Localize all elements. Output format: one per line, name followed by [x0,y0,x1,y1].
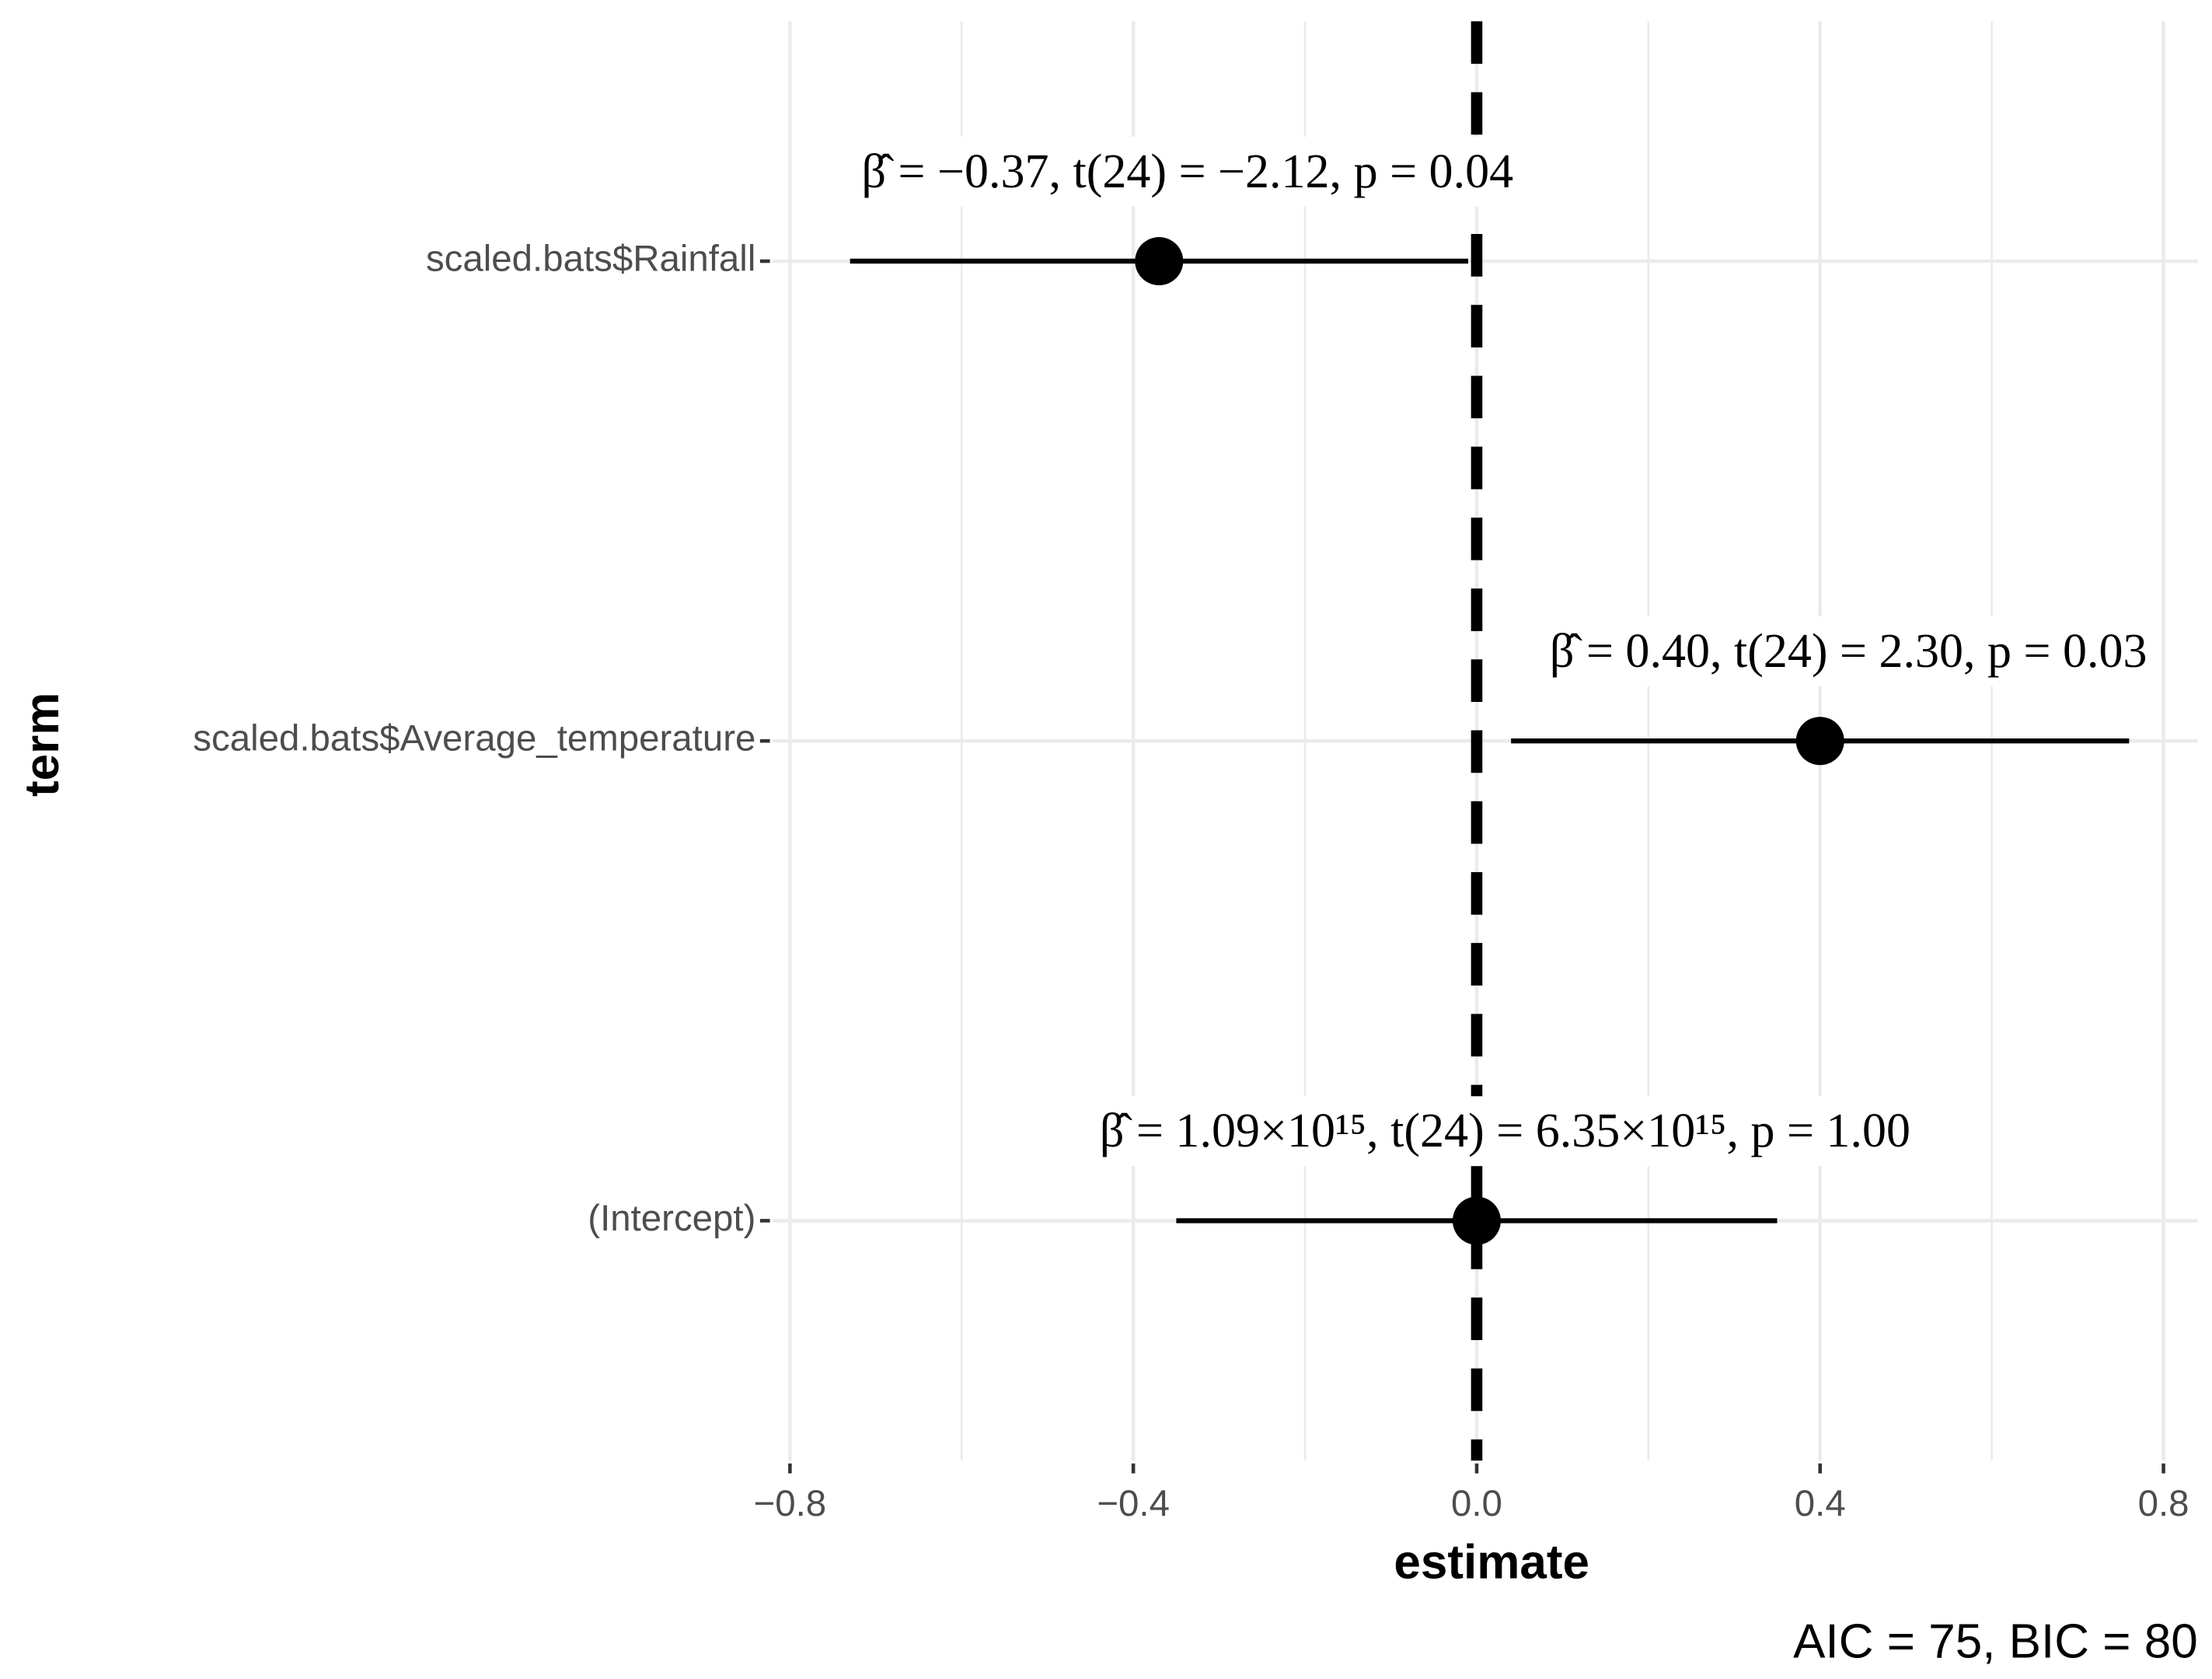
y-axis-title: term [16,693,69,797]
point [1452,1196,1501,1245]
x-tick-label: 0.8 [2138,1483,2189,1524]
annotation-background [850,136,1525,207]
annotation: β̂ = 1.09×10¹⁵, t(24) = 6.35×10¹⁵, p = 1… [1100,1105,1910,1157]
annotation: β̂ = −0.37, t(24) = −2.12, p = 0.04 [861,145,1513,198]
annotation: β̂ = 0.40, t(24) = 2.30, p = 0.03 [1550,625,2147,678]
caption: AIC = 75, BIC = 80 [1793,1615,2198,1669]
point [1135,236,1184,285]
x-tick-label: 0.0 [1451,1483,1502,1524]
x-tick-label: −0.8 [754,1483,827,1524]
y-tick-label: scaled.bats$Rainfall [426,239,755,280]
annotation-background [1538,616,2159,686]
point [1795,717,1844,766]
y-tick-label: scaled.bats$Average_temperature [193,718,755,759]
x-tick-label: 0.4 [1795,1483,1846,1524]
x-axis-title: estimate [1394,1535,1589,1589]
annotation-background [1088,1096,1922,1167]
y-tick-label: (Intercept) [588,1198,755,1239]
x-tick-label: −0.4 [1097,1483,1170,1524]
